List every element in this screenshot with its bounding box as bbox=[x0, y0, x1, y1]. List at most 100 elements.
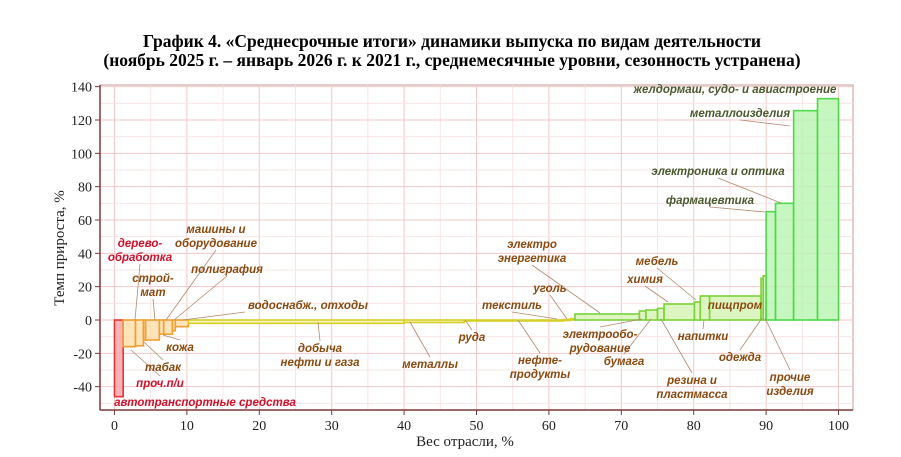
leader-line bbox=[517, 319, 541, 354]
bar-label: руда bbox=[458, 332, 486, 344]
leader-line bbox=[623, 318, 652, 355]
bar-label: электрообо- bbox=[563, 329, 638, 341]
x-tick-label: 20 bbox=[252, 419, 266, 434]
x-tick-label: 90 bbox=[759, 419, 773, 434]
leader-line bbox=[143, 341, 164, 361]
bar bbox=[174, 319, 190, 328]
leader-line bbox=[152, 298, 156, 321]
leader-line bbox=[656, 267, 697, 301]
bar-label: текстиль bbox=[482, 300, 542, 312]
chart-title: График 4. «Среднесрочные итоги» динамики… bbox=[143, 31, 761, 51]
x-tick-label: 50 bbox=[470, 419, 484, 434]
bar-label: нефте- bbox=[518, 355, 562, 367]
bar-label: автотранспортные средства bbox=[114, 397, 296, 409]
y-tick-label: 120 bbox=[71, 114, 92, 129]
leader-line bbox=[165, 249, 217, 321]
bar-label: напитки bbox=[678, 331, 728, 343]
bar-label: табак bbox=[145, 362, 182, 374]
bar bbox=[574, 313, 641, 321]
bar-label: оборудование bbox=[175, 238, 258, 250]
leader-line bbox=[702, 319, 705, 330]
bar bbox=[403, 319, 465, 324]
y-axis-label: Темп прироста, % bbox=[52, 190, 68, 306]
leader-line bbox=[173, 275, 228, 321]
bar bbox=[693, 301, 702, 321]
bar-label: кожа bbox=[166, 342, 194, 354]
bar-label: добыча bbox=[298, 343, 343, 355]
bar-label: металлоизделия bbox=[690, 108, 790, 120]
leader-line bbox=[317, 321, 321, 342]
y-tick-label: 60 bbox=[78, 214, 92, 229]
y-tick-label: 40 bbox=[78, 247, 92, 262]
bar-label: резина и bbox=[666, 375, 717, 387]
bar-label: проч.п/и bbox=[136, 378, 184, 390]
bar-label: прочие bbox=[770, 372, 811, 384]
bar-labels: автотранспортные средства проч.п/и дерево-… bbox=[108, 84, 837, 409]
bar-label: пластмасса bbox=[656, 389, 728, 401]
y-tick-label: 20 bbox=[78, 281, 92, 296]
bar-label: обработка bbox=[108, 252, 173, 264]
leader-line bbox=[531, 264, 601, 314]
bar bbox=[765, 210, 777, 321]
bar-label: мебель bbox=[636, 256, 679, 268]
bar-label: одежда bbox=[719, 352, 762, 364]
bar bbox=[792, 109, 819, 321]
bar bbox=[816, 97, 840, 321]
leader-line bbox=[464, 319, 473, 331]
bar-label: желдормаш, судо- и авиастроение bbox=[633, 84, 837, 96]
x-tick-label: 10 bbox=[180, 419, 194, 434]
bar-label: изделия bbox=[766, 386, 814, 398]
leader-line bbox=[599, 318, 643, 328]
bar-label: водоснабж., отходы bbox=[248, 300, 368, 312]
leader-line bbox=[644, 285, 669, 303]
bar bbox=[645, 309, 659, 321]
bar-label: нефти и газа bbox=[281, 357, 361, 369]
leader-line bbox=[717, 177, 782, 204]
bar bbox=[187, 319, 405, 325]
bar bbox=[708, 295, 762, 321]
leader-line bbox=[182, 311, 246, 321]
bar-label: мат bbox=[140, 287, 165, 299]
x-axis-label: Вес отрасли, % bbox=[416, 434, 514, 450]
leader-line bbox=[739, 119, 791, 127]
x-tick-label: 80 bbox=[687, 419, 701, 434]
bar bbox=[562, 318, 572, 322]
y-tick-label: -20 bbox=[73, 347, 92, 362]
bar bbox=[144, 319, 161, 341]
leader-line bbox=[764, 317, 791, 371]
bar bbox=[468, 319, 565, 322]
leader-line bbox=[739, 317, 763, 351]
bar-label: электроника и оптика bbox=[651, 166, 785, 178]
bar-label: машины и bbox=[186, 224, 245, 236]
axes: 0 10 20 30 40 50 60 70 80 90 100 -40 -20 0 20 40 60 80 100… bbox=[71, 81, 853, 434]
y-tick-label: 100 bbox=[71, 147, 92, 162]
bars bbox=[113, 97, 840, 398]
bar bbox=[113, 319, 124, 398]
bar-label: фармацевтика bbox=[666, 195, 755, 207]
leader-line bbox=[660, 318, 693, 374]
bar bbox=[638, 310, 647, 321]
y-tick-label: 140 bbox=[71, 81, 92, 96]
bar bbox=[122, 319, 137, 348]
bar-label: энергетика bbox=[498, 253, 567, 265]
y-tick-label: -40 bbox=[73, 381, 92, 396]
leader-line bbox=[134, 263, 141, 321]
leader-line bbox=[549, 294, 568, 320]
bar bbox=[162, 319, 174, 335]
bar-label: химия bbox=[626, 274, 663, 286]
x-tick-label: 40 bbox=[397, 419, 411, 434]
y-tick-label: 80 bbox=[78, 181, 92, 196]
y-tick-label: 0 bbox=[85, 314, 92, 329]
bar bbox=[774, 202, 795, 321]
bar bbox=[134, 319, 145, 347]
leader-line bbox=[162, 334, 181, 341]
leader-lines bbox=[130, 119, 791, 377]
bar-label: строй- bbox=[132, 273, 174, 285]
bar-label: бумага bbox=[604, 356, 645, 368]
leader-line bbox=[409, 321, 431, 358]
bar-label: продукты bbox=[510, 369, 571, 381]
bar-label: пищпром bbox=[708, 300, 763, 312]
leader-line bbox=[130, 349, 161, 377]
x-tick-label: 60 bbox=[542, 419, 556, 434]
